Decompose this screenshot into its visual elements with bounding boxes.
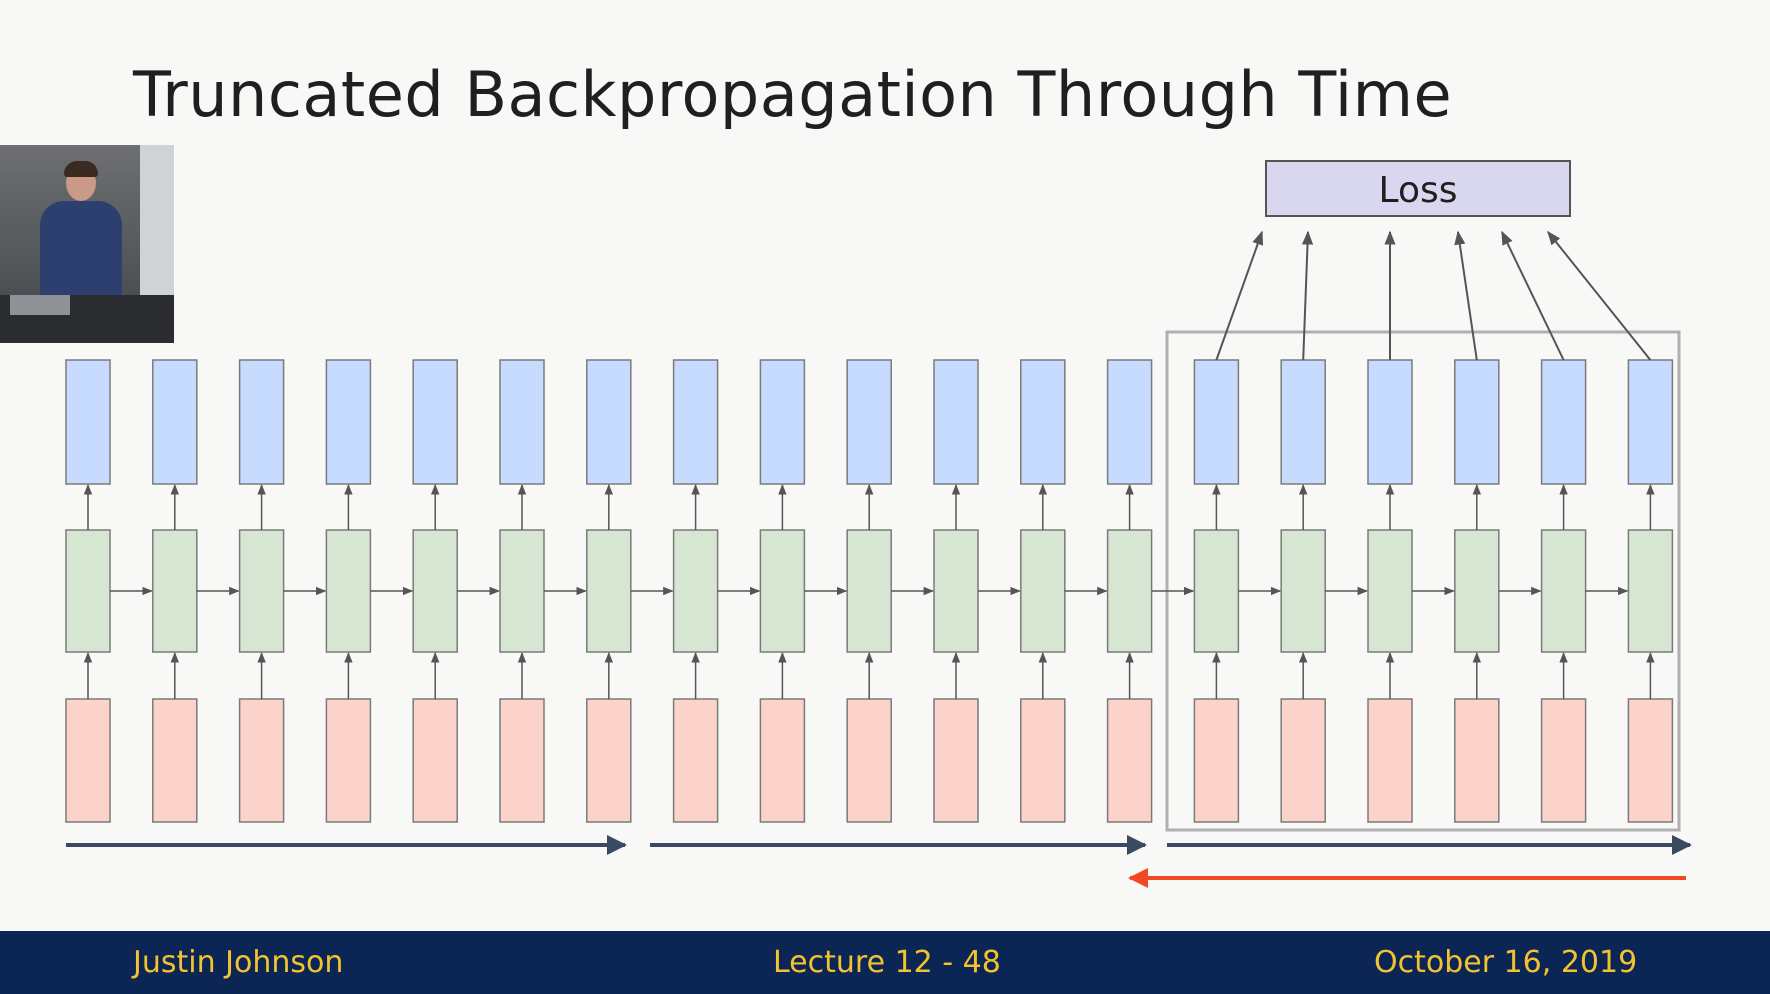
hidden-box [759,529,806,653]
output-box [412,359,458,485]
whiteboard [140,145,174,295]
output-box [1367,359,1413,485]
input-box [238,698,285,823]
hidden-box [1540,529,1587,653]
presenter-hair [64,161,98,177]
hidden-box [1280,529,1326,653]
hidden-box [152,529,198,653]
hidden-box [412,529,458,653]
hidden-box [1454,529,1500,653]
output-box [1454,359,1500,485]
output-box [846,359,892,485]
hidden-box [933,529,979,653]
input-box [325,698,372,823]
hidden-box [325,529,372,653]
output-to-loss-arrow [1301,230,1314,361]
hidden-box [238,529,285,653]
input-box [1020,698,1066,823]
output-to-loss-arrow [1547,230,1652,361]
laptop [10,295,70,315]
hidden-box [65,529,111,653]
input-box [1193,698,1240,823]
footer-author: Justin Johnson [133,945,344,980]
footer-bar: Justin Johnson Lecture 12 - 48 October 1… [0,931,1770,994]
hidden-box [1106,529,1153,653]
footer-lecture: Lecture 12 - 48 [773,945,1001,980]
input-box [1367,698,1413,823]
output-box [152,359,198,485]
presenter-torso [40,201,122,301]
slide-title: Truncated Backpropagation Through Time [133,58,1453,131]
output-box [1540,359,1587,485]
webcam-video [0,145,174,343]
input-box [152,698,198,823]
hidden-box [586,529,632,653]
output-box [65,359,111,485]
input-box [1280,698,1326,823]
hidden-box [499,529,545,653]
output-box [325,359,372,485]
input-box [672,698,719,823]
hidden-box [1627,529,1674,653]
input-box [1106,698,1153,823]
output-box [1627,359,1674,485]
hidden-box [1193,529,1240,653]
output-box [238,359,285,485]
input-box [1454,698,1500,823]
input-box [1540,698,1587,823]
output-to-loss-arrow [1501,230,1565,361]
input-box [412,698,458,823]
hidden-box [1367,529,1413,653]
input-box [586,698,632,823]
hidden-box [1020,529,1066,653]
output-box [586,359,632,485]
output-box [1280,359,1326,485]
output-to-loss-arrow [1454,230,1478,361]
output-box [933,359,979,485]
input-box [65,698,111,823]
input-box [759,698,806,823]
input-box [846,698,892,823]
input-box [1627,698,1674,823]
output-box [1020,359,1066,485]
input-box [933,698,979,823]
input-box [499,698,545,823]
hidden-box [672,529,719,653]
footer-date: October 16, 2019 [1374,945,1638,980]
loss-box [1265,160,1571,217]
output-box [672,359,719,485]
output-box [499,359,545,485]
loss-label: Loss [1379,170,1458,211]
output-box [1106,359,1153,485]
truncation-window [1165,330,1681,832]
output-to-loss-arrow [1215,230,1264,361]
hidden-box [846,529,892,653]
output-box [1193,359,1240,485]
output-box [759,359,806,485]
rnn-diagram: Loss [65,160,1692,888]
